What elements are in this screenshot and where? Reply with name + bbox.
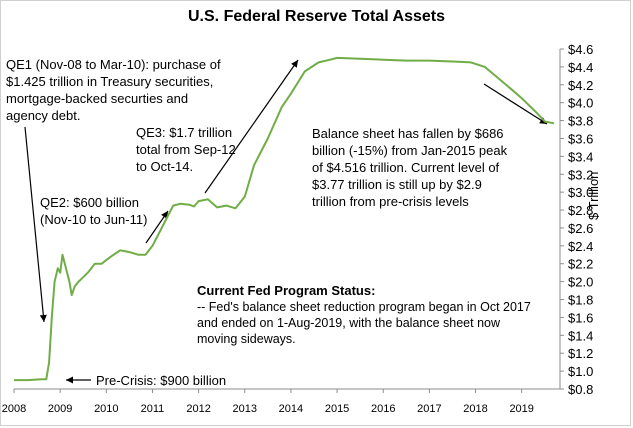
x-axis-ticks: 2008 2009 2010 2011 2012 2013 2014 2015 2016 2017… — [2, 389, 534, 415]
y-tick-label: $2.6 — [568, 221, 593, 236]
y-tick-label: $3.8 — [568, 114, 593, 129]
series-line-total-assets — [14, 56, 555, 382]
x-tick-label: 2017 — [417, 403, 441, 415]
x-tick-label: 2013 — [233, 403, 257, 415]
y-axis-ticks: $0.8 $1.0 $1.2 $1.4 $1.6 $1.8 $2.0 $2.2 $2.4 $2.6… — [560, 42, 593, 397]
annotation-balance-sheet: Balance sheet has fallen by $686 billion… — [312, 125, 507, 210]
x-tick-label: 2010 — [94, 403, 118, 415]
x-tick-label: 2012 — [186, 403, 210, 415]
annotation-qe1: QE1 (Nov-08 to Mar-10): purchase of $1.4… — [6, 56, 221, 124]
y-tick-label: $1.8 — [568, 293, 593, 308]
annotation-qe2-line: (Nov-10 to Jun-11) — [40, 212, 148, 227]
y-tick-label: $4.2 — [568, 78, 593, 93]
y-axis-label: $ Trillion — [586, 171, 601, 220]
arrow-qe1 — [24, 126, 47, 323]
status-line: -- Fed's balance sheet reduction program… — [197, 300, 531, 314]
y-tick-label: $3.0 — [568, 185, 593, 200]
axes — [14, 49, 561, 390]
annotation-pre-crisis: Pre-Crisis: $900 billion — [96, 373, 227, 388]
x-tick-label: 2014 — [279, 403, 303, 415]
y-tick-label: $2.2 — [568, 257, 593, 272]
annotation-qe1-line: $1.425 trillion in Treasury securities, — [6, 74, 214, 89]
x-tick-label: 2019 — [509, 403, 533, 415]
status-line: and ended on 1-Aug-2019, with the balanc… — [197, 316, 501, 330]
arrow-qe2 — [145, 210, 169, 244]
y-tick-label: $2.8 — [568, 203, 593, 218]
x-tick-label: 2009 — [48, 403, 72, 415]
annotation-arrows — [24, 59, 548, 384]
y-tick-label: $4.0 — [568, 96, 593, 111]
y-tick-label: $2.4 — [568, 239, 593, 254]
y-tick-label: $1.2 — [568, 346, 593, 361]
status-heading: Current Fed Program Status: — [197, 283, 376, 298]
annotation-qe3-line: QE3: $1.7 trillion — [136, 125, 233, 140]
annotation-qe3: QE3: $1.7 trillion total from Sep-12 to … — [136, 124, 236, 175]
annotation-balance-line: trillion from pre-crisis levels — [312, 194, 469, 209]
x-tick-label: 2015 — [325, 403, 349, 415]
annotation-balance-line: Balance sheet has fallen by $686 — [312, 126, 504, 141]
y-tick-label: $0.8 — [568, 382, 593, 397]
annotation-qe3-line: to Oct-14. — [136, 159, 194, 174]
y-tick-label: $1.6 — [568, 310, 593, 325]
y-tick-label: $3.6 — [568, 131, 593, 146]
annotation-balance-line: of $4.516 trillion. Current level of — [312, 160, 500, 175]
annotation-balance-line: billion (-15%) from Jan-2015 peak — [312, 143, 508, 158]
chart-title: U.S. Federal Reserve Total Assets — [188, 8, 445, 25]
annotation-qe2: QE2: $600 billion (Nov-10 to Jun-11) — [40, 194, 147, 228]
y-tick-label: $4.6 — [568, 42, 593, 57]
annotation-qe2-line: QE2: $600 billion — [40, 195, 140, 210]
status-line: moving sideways. — [197, 332, 296, 346]
annotation-balance-line: $3.77 trillion is still up by $2.9 — [312, 177, 482, 192]
annotation-qe3-line: total from Sep-12 — [136, 142, 236, 157]
x-tick-label: 2018 — [463, 403, 487, 415]
x-tick-label: 2008 — [2, 403, 26, 415]
y-tick-label: $3.4 — [568, 149, 593, 164]
y-tick-label: $1.0 — [568, 364, 593, 379]
y-tick-label: $1.4 — [568, 328, 593, 343]
y-tick-label: $4.4 — [568, 60, 593, 75]
y-tick-label: $3.2 — [568, 167, 593, 182]
annotation-qe1-line: mortgage-backed securties and — [6, 91, 189, 106]
arrow-pre-crisis — [66, 376, 91, 384]
y-tick-label: $2.0 — [568, 275, 593, 290]
fed-program-status: Current Fed Program Status: -- Fed's bal… — [197, 283, 531, 347]
annotation-qe1-line: agency debt. — [6, 108, 81, 123]
arrow-balance — [483, 83, 548, 125]
arrow-qe3 — [204, 59, 299, 194]
x-tick-label: 2011 — [141, 403, 165, 415]
x-tick-label: 2016 — [371, 403, 395, 415]
annotation-qe1-line: QE1 (Nov-08 to Mar-10): purchase of — [6, 57, 221, 72]
